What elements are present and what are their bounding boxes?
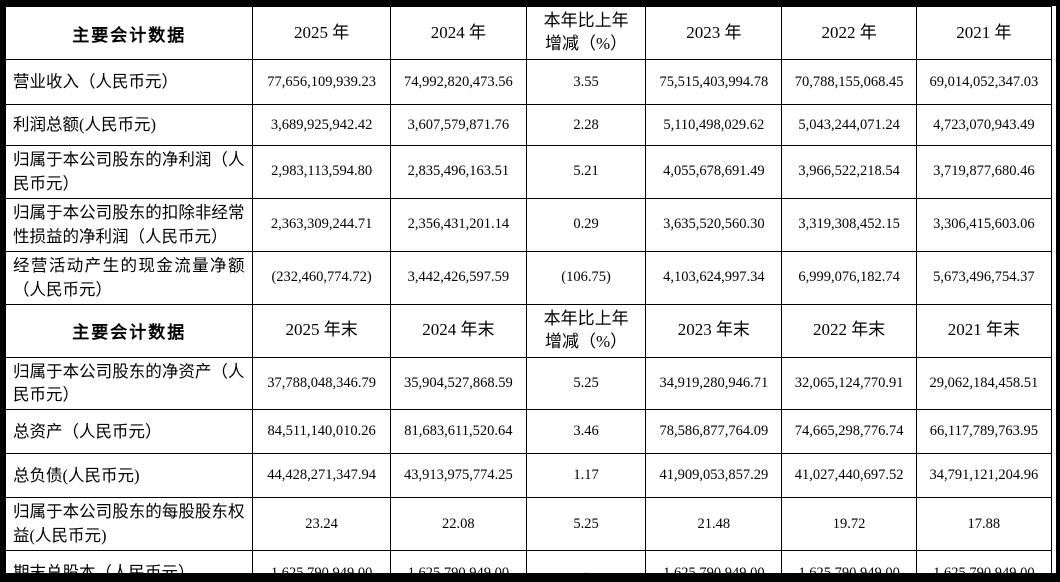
header-main-label: 主要会计数据 [5, 303, 254, 358]
value-cell: 74,992,820,473.56 [389, 59, 527, 105]
table-header-row-year-end: 主要会计数据 2025 年末 2024 年末 本年比上年 增减（%） 2023 … [5, 303, 1053, 358]
value-cell: 81,683,611,520.64 [389, 409, 527, 455]
value-cell: 5.25 [525, 356, 647, 411]
value-cell: 3,689,925,942.42 [252, 104, 391, 146]
header-year-end-2021: 2021 年末 [915, 303, 1053, 358]
header-year-2023: 2023 年 [645, 6, 783, 60]
table-row-net-assets: 归属于本公司股东的净资产（人民币元） 37,788,048,346.79 35,… [5, 356, 1053, 411]
row-label: 归属于本公司股东的扣除非经常性损益的净利润（人民币元） [5, 197, 254, 252]
value-cell: 1.17 [525, 453, 647, 499]
header-year-2022: 2022 年 [781, 6, 917, 60]
table-row-operating-cash-flow: 经营活动产生的现金流量净额（人民币元） (232,460,774.72) 3,4… [5, 250, 1053, 305]
value-cell: 5,110,498,029.62 [645, 104, 783, 146]
value-cell: 41,909,053,857.29 [645, 453, 783, 499]
value-cell: 2.28 [525, 104, 647, 146]
table-row-net-profit: 归属于本公司股东的净利润（人民币元） 2,983,113,594.80 2,83… [5, 145, 1053, 199]
header-year-end-2024: 2024 年末 [389, 303, 527, 358]
row-label: 期末总股本（人民币元） [5, 550, 254, 573]
value-cell: - [525, 550, 647, 573]
value-cell: 37,788,048,346.79 [252, 356, 391, 411]
value-cell: 29,062,184,458.51 [915, 356, 1053, 411]
value-cell: 3.55 [525, 59, 647, 105]
header-year-2021: 2021 年 [915, 6, 1053, 60]
value-cell: 41,027,440,697.52 [781, 453, 917, 499]
value-cell: 1,625,790,949.00 [389, 550, 527, 573]
value-cell: 17.88 [915, 497, 1053, 552]
value-cell: (232,460,774.72) [252, 250, 391, 305]
value-cell: 5.21 [525, 145, 647, 199]
row-label: 营业收入（人民币元） [5, 59, 254, 105]
value-cell: (106.75) [525, 250, 647, 305]
row-label: 总负债(人民币元) [5, 453, 254, 499]
header-main-label: 主要会计数据 [5, 6, 254, 60]
value-cell: 34,919,280,946.71 [645, 356, 783, 411]
value-cell: 77,656,109,939.23 [252, 59, 391, 105]
value-cell: 21.48 [645, 497, 783, 552]
value-cell: 5,043,244,071.24 [781, 104, 917, 146]
value-cell: 1,625,790,949.00 [252, 550, 391, 573]
value-cell: 19.72 [781, 497, 917, 552]
value-cell: 1,625,790,949.00 [781, 550, 917, 573]
value-cell: 4,103,624,997.34 [645, 250, 783, 305]
value-cell: 74,665,298,776.74 [781, 409, 917, 455]
table-row-operating-revenue: 营业收入（人民币元） 77,656,109,939.23 74,992,820,… [5, 59, 1053, 105]
value-cell: 84,511,140,010.26 [252, 409, 391, 455]
value-cell: 3,306,415,603.06 [915, 197, 1053, 252]
header-year-end-2023: 2023 年末 [645, 303, 783, 358]
table-row-total-share-capital: 期末总股本（人民币元） 1,625,790,949.00 1,625,790,9… [5, 550, 1053, 573]
table-header-row: 主要会计数据 2025 年 2024 年 本年比上年 增减（%） 2023 年 … [5, 6, 1053, 60]
value-cell: 3,319,308,452.15 [781, 197, 917, 252]
value-cell: 2,983,113,594.80 [252, 145, 391, 199]
value-cell: 5,673,496,754.37 [915, 250, 1053, 305]
value-cell: 4,055,678,691.49 [645, 145, 783, 199]
table-row-equity-per-share: 归属于本公司股东的每股股东权益(人民币元) 23.24 22.08 5.25 2… [5, 497, 1053, 552]
header-year-end-2022: 2022 年末 [781, 303, 917, 358]
header-year-end-2025: 2025 年末 [252, 303, 391, 358]
value-cell: 23.24 [252, 497, 391, 552]
value-cell: 5.25 [525, 497, 647, 552]
value-cell: 2,363,309,244.71 [252, 197, 391, 252]
value-cell: 4,723,070,943.49 [915, 104, 1053, 146]
value-cell: 35,904,527,868.59 [389, 356, 527, 411]
value-cell: 3.46 [525, 409, 647, 455]
row-label: 总资产（人民币元） [5, 409, 254, 455]
value-cell: 6,999,076,182.74 [781, 250, 917, 305]
header-year-2025: 2025 年 [252, 6, 391, 60]
value-cell: 69,014,052,347.03 [915, 59, 1053, 105]
table-row-net-profit-excl-nonrecurring: 归属于本公司股东的扣除非经常性损益的净利润（人民币元） 2,363,309,24… [5, 197, 1053, 252]
row-label: 经营活动产生的现金流量净额（人民币元） [5, 250, 254, 305]
value-cell: 66,117,789,763.95 [915, 409, 1053, 455]
financial-data-table: 主要会计数据 2025 年 2024 年 本年比上年 增减（%） 2023 年 … [5, 6, 1053, 573]
value-cell: 3,719,877,680.46 [915, 145, 1053, 199]
value-cell: 2,356,431,201.14 [389, 197, 527, 252]
value-cell: 2,835,496,163.51 [389, 145, 527, 199]
header-year-2024: 2024 年 [389, 6, 527, 60]
value-cell: 78,586,877,764.09 [645, 409, 783, 455]
value-cell: 75,515,403,994.78 [645, 59, 783, 105]
value-cell: 32,065,124,770.91 [781, 356, 917, 411]
value-cell: 22.08 [389, 497, 527, 552]
value-cell: 43,913,975,774.25 [389, 453, 527, 499]
header-yoy-change: 本年比上年 增减（%） [525, 303, 647, 358]
header-yoy-change: 本年比上年 增减（%） [525, 6, 647, 60]
row-label: 归属于本公司股东的净利润（人民币元） [5, 145, 254, 199]
value-cell: 0.29 [525, 197, 647, 252]
table-row-total-assets: 总资产（人民币元） 84,511,140,010.26 81,683,611,5… [5, 409, 1053, 455]
value-cell: 3,635,520,560.30 [645, 197, 783, 252]
value-cell: 44,428,271,347.94 [252, 453, 391, 499]
row-label: 利润总额(人民币元) [5, 104, 254, 146]
value-cell: 3,442,426,597.59 [389, 250, 527, 305]
value-cell: 3,607,579,871.76 [389, 104, 527, 146]
table-row-total-liabilities: 总负债(人民币元) 44,428,271,347.94 43,913,975,7… [5, 453, 1053, 499]
value-cell: 34,791,121,204.96 [915, 453, 1053, 499]
row-label: 归属于本公司股东的净资产（人民币元） [5, 356, 254, 411]
value-cell: 3,966,522,218.54 [781, 145, 917, 199]
value-cell: 1,625,790,949.00 [645, 550, 783, 573]
value-cell: 70,788,155,068.45 [781, 59, 917, 105]
value-cell: 1,625,790,949.00 [915, 550, 1053, 573]
row-label: 归属于本公司股东的每股股东权益(人民币元) [5, 497, 254, 552]
table-row-total-profit: 利润总额(人民币元) 3,689,925,942.42 3,607,579,87… [5, 104, 1053, 146]
